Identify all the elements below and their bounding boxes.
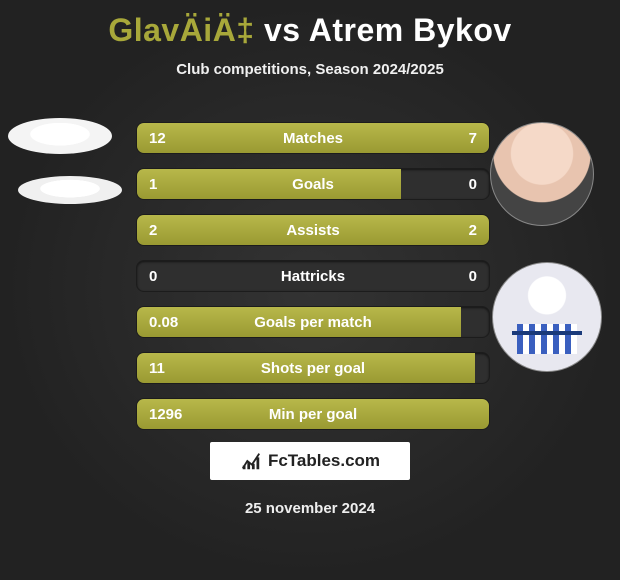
- player2-name: Atrem Bykov: [309, 12, 512, 48]
- bar-label: Hattricks: [137, 261, 489, 292]
- player1-name: GlavÄiÄ‡: [108, 12, 254, 48]
- bar-row: 22Assists: [136, 214, 490, 246]
- player2-avatar: [490, 122, 594, 226]
- player1-avatar-placeholder-1: [8, 118, 112, 154]
- bar-row: 11Shots per goal: [136, 352, 490, 384]
- bar-label: Goals per match: [137, 307, 489, 338]
- bar-row: 127Matches: [136, 122, 490, 154]
- bar-label: Assists: [137, 215, 489, 246]
- bar-label: Matches: [137, 123, 489, 154]
- subtitle: Club competitions, Season 2024/2025: [0, 61, 620, 78]
- bar-label: Min per goal: [137, 399, 489, 430]
- bar-label: Goals: [137, 169, 489, 200]
- source-logo-text: FcTables.com: [268, 451, 380, 471]
- player1-avatar-placeholder-2: [18, 176, 122, 204]
- source-logo: FcTables.com: [210, 442, 410, 480]
- player2-club-badge: [492, 262, 602, 372]
- comparison-bars: 127Matches 10Goals 22Assists 00Hattricks 0.0…: [136, 122, 490, 444]
- bar-label: Shots per goal: [137, 353, 489, 384]
- title-vs: vs: [264, 12, 301, 48]
- bar-row: 1296Min per goal: [136, 398, 490, 430]
- bar-row: 0.08Goals per match: [136, 306, 490, 338]
- comparison-title: GlavÄiÄ‡ vs Atrem Bykov: [0, 0, 620, 49]
- bar-row: 00Hattricks: [136, 260, 490, 292]
- bar-row: 10Goals: [136, 168, 490, 200]
- date-label: 25 november 2024: [0, 500, 620, 517]
- chart-icon: [240, 450, 262, 472]
